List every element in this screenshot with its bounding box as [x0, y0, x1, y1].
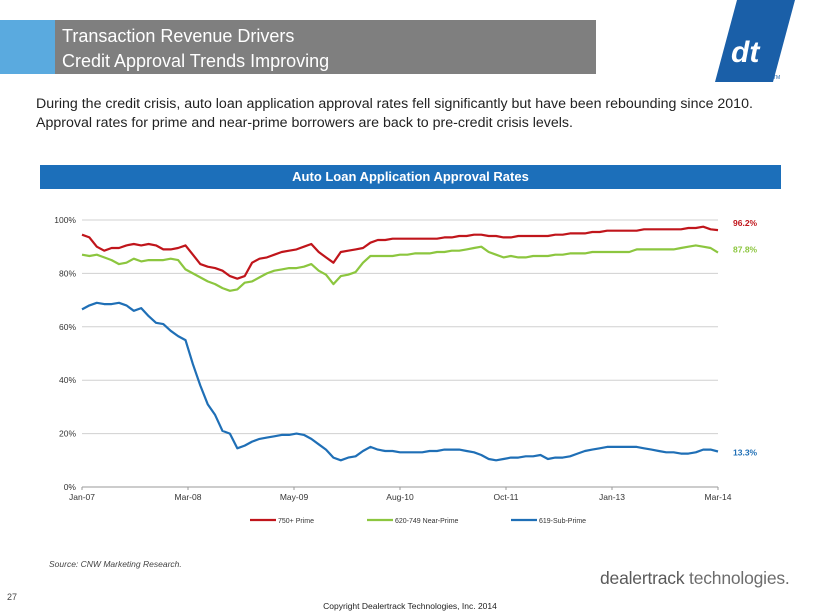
series-line [81, 225, 719, 280]
series-end-label: 96.2% [733, 218, 758, 228]
y-tick-label: 20% [59, 429, 76, 439]
series-line [81, 301, 719, 462]
y-tick-label: 40% [59, 375, 76, 385]
brand-part1: dealertrack [600, 568, 685, 588]
source-note: Source: CNW Marketing Research. [49, 559, 182, 569]
page-number: 27 [7, 592, 18, 602]
x-tick-label: Jan-07 [69, 492, 95, 502]
logo-tm: TM [773, 75, 780, 81]
x-tick-label: Aug-10 [386, 492, 414, 502]
series-end-label: 87.8% [733, 245, 758, 255]
y-tick-label: 80% [59, 268, 76, 278]
y-tick-label: 100% [54, 215, 76, 225]
slide-title: Transaction Revenue Drivers [62, 26, 295, 46]
dealertrack-logo: dt TM [715, 0, 795, 82]
brand-part2: technologies. [684, 568, 790, 588]
logo-mark: dt [731, 36, 761, 69]
chart-header: Auto Loan Application Approval Rates [40, 165, 781, 189]
y-tick-label: 0% [64, 482, 77, 492]
x-tick-label: May-09 [280, 492, 309, 502]
title-accent-bar [0, 20, 55, 74]
slide-subtitle: Credit Approval Trends Improving [62, 51, 330, 71]
title-bar [55, 20, 596, 74]
x-tick-label: Jan-13 [599, 492, 625, 502]
y-tick-label: 60% [59, 322, 76, 332]
series-end-label: 13.3% [733, 447, 758, 457]
series-line [81, 244, 719, 292]
x-tick-label: Mar-14 [705, 492, 732, 502]
legend-label: 750+ Prime [278, 518, 314, 525]
x-tick-label: Mar-08 [175, 492, 202, 502]
copyright-text: Copyright Dealertrack Technologies, Inc.… [323, 601, 497, 611]
legend-label: 620-749 Near-Prime [395, 518, 459, 525]
legend-label: 619-Sub-Prime [539, 518, 586, 525]
intro-paragraph: During the credit crisis, auto loan appl… [36, 96, 753, 131]
logo-parallelogram [715, 0, 795, 82]
brand-wordmark: dealertrack technologies. [600, 568, 790, 589]
x-tick-label: Oct-11 [494, 492, 519, 502]
